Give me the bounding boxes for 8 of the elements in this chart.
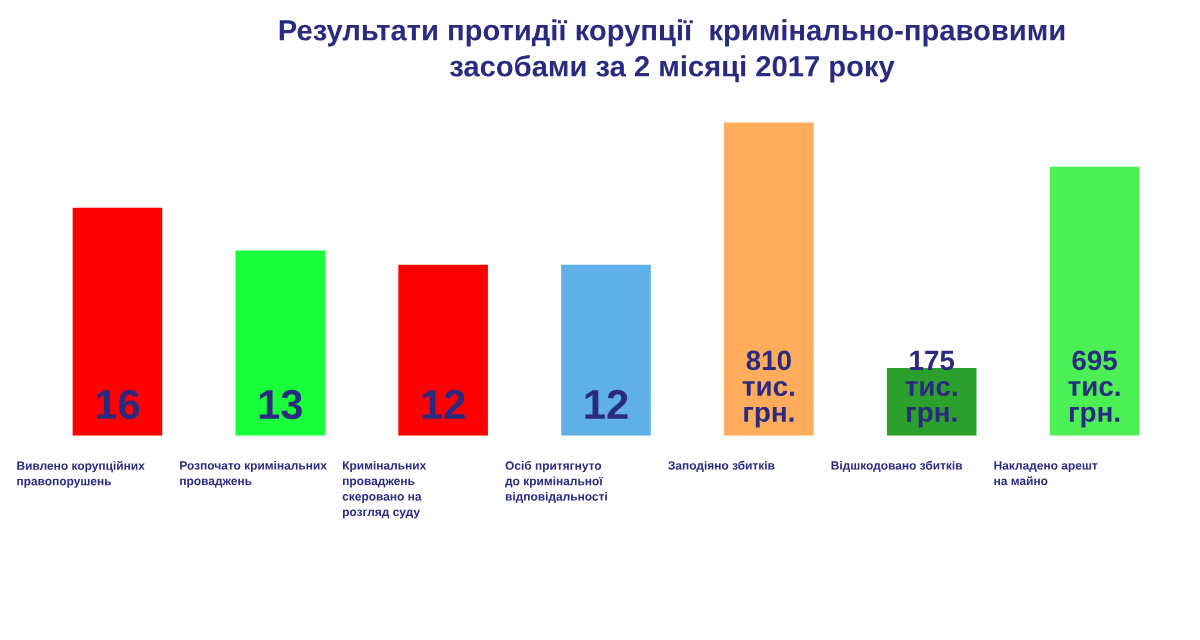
chart-title: Результати протидії корупції кримінально-правовими засобами за 2 місяці 2017 року xyxy=(279,19,1065,83)
data-label: 175 тис. грн. xyxy=(905,350,957,428)
data-label: 12 xyxy=(422,389,465,419)
data-label: 695 тис. грн. xyxy=(1068,350,1120,428)
data-label: 810 тис. грн. xyxy=(742,350,794,428)
data-label: 12 xyxy=(585,389,628,419)
data-label: 16 xyxy=(96,389,140,420)
data-label: 13 xyxy=(259,389,302,420)
